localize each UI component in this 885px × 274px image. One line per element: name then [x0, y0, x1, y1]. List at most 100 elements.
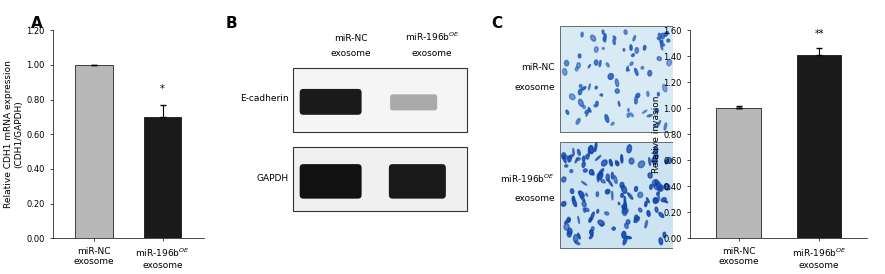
Ellipse shape: [582, 105, 585, 109]
Text: miR-196b$^{OE}$: miR-196b$^{OE}$: [404, 31, 459, 43]
Bar: [717, 108, 761, 238]
Ellipse shape: [623, 208, 628, 213]
FancyBboxPatch shape: [300, 164, 362, 199]
FancyBboxPatch shape: [300, 89, 362, 115]
Ellipse shape: [648, 70, 651, 76]
Ellipse shape: [662, 44, 665, 46]
Ellipse shape: [569, 94, 575, 100]
Ellipse shape: [590, 212, 594, 221]
Ellipse shape: [578, 233, 581, 239]
Ellipse shape: [612, 191, 613, 200]
Ellipse shape: [619, 202, 620, 205]
Ellipse shape: [565, 60, 569, 66]
Ellipse shape: [573, 148, 574, 155]
Ellipse shape: [612, 227, 615, 230]
FancyBboxPatch shape: [560, 26, 673, 132]
Ellipse shape: [608, 179, 612, 186]
Ellipse shape: [646, 198, 650, 203]
Ellipse shape: [654, 124, 656, 127]
Ellipse shape: [664, 123, 666, 130]
Ellipse shape: [653, 198, 658, 204]
Ellipse shape: [627, 145, 632, 153]
Ellipse shape: [658, 57, 661, 61]
Ellipse shape: [586, 193, 588, 196]
Ellipse shape: [664, 32, 668, 36]
Ellipse shape: [627, 220, 630, 224]
Ellipse shape: [658, 185, 663, 191]
Ellipse shape: [598, 169, 604, 175]
Ellipse shape: [657, 121, 660, 127]
Ellipse shape: [596, 156, 601, 160]
Ellipse shape: [597, 172, 603, 179]
Ellipse shape: [624, 201, 627, 209]
Ellipse shape: [597, 174, 599, 182]
Ellipse shape: [624, 30, 627, 34]
Ellipse shape: [644, 201, 647, 207]
Ellipse shape: [615, 162, 619, 166]
Ellipse shape: [614, 176, 617, 184]
Ellipse shape: [563, 156, 566, 163]
Y-axis label: Relative CDH1 mRNA expression
(CDH1/GAPDH): Relative CDH1 mRNA expression (CDH1/GAPD…: [4, 60, 24, 208]
Text: C: C: [491, 16, 503, 32]
Ellipse shape: [620, 155, 623, 163]
Ellipse shape: [620, 182, 624, 188]
Ellipse shape: [579, 54, 581, 58]
Ellipse shape: [595, 86, 597, 89]
Ellipse shape: [654, 147, 658, 152]
Ellipse shape: [660, 40, 662, 45]
Ellipse shape: [622, 231, 626, 238]
Ellipse shape: [635, 93, 640, 98]
Ellipse shape: [666, 59, 672, 66]
Ellipse shape: [635, 68, 638, 75]
Ellipse shape: [585, 110, 589, 113]
Ellipse shape: [661, 33, 665, 39]
Ellipse shape: [643, 45, 646, 50]
Ellipse shape: [633, 36, 635, 41]
Text: E-cadherin: E-cadherin: [240, 94, 289, 103]
Ellipse shape: [623, 236, 627, 245]
Ellipse shape: [613, 36, 616, 39]
Ellipse shape: [647, 115, 652, 117]
Ellipse shape: [567, 156, 571, 162]
FancyBboxPatch shape: [294, 147, 467, 211]
Ellipse shape: [575, 67, 578, 71]
FancyBboxPatch shape: [390, 94, 437, 110]
Text: exosome: exosome: [514, 83, 555, 92]
Ellipse shape: [570, 155, 573, 158]
Ellipse shape: [653, 198, 658, 203]
Ellipse shape: [663, 200, 667, 203]
Ellipse shape: [654, 153, 658, 159]
Ellipse shape: [661, 198, 666, 202]
Ellipse shape: [655, 179, 658, 185]
Ellipse shape: [606, 174, 609, 181]
Ellipse shape: [666, 160, 667, 164]
Ellipse shape: [624, 196, 626, 203]
Ellipse shape: [595, 60, 598, 65]
Text: A: A: [31, 16, 42, 32]
Ellipse shape: [595, 47, 598, 52]
Ellipse shape: [655, 207, 658, 212]
Ellipse shape: [632, 54, 635, 56]
Ellipse shape: [566, 110, 569, 114]
Ellipse shape: [605, 115, 609, 122]
Ellipse shape: [578, 216, 580, 223]
Ellipse shape: [564, 224, 569, 230]
Ellipse shape: [589, 235, 593, 239]
Ellipse shape: [563, 68, 567, 75]
Ellipse shape: [623, 48, 625, 51]
Ellipse shape: [621, 185, 627, 193]
Ellipse shape: [652, 180, 657, 186]
Ellipse shape: [565, 165, 568, 167]
Ellipse shape: [581, 32, 583, 37]
Ellipse shape: [627, 193, 633, 199]
Ellipse shape: [596, 101, 598, 107]
Ellipse shape: [622, 206, 625, 209]
Ellipse shape: [649, 158, 650, 165]
Ellipse shape: [592, 172, 594, 175]
Ellipse shape: [612, 172, 613, 179]
Ellipse shape: [630, 62, 633, 65]
Ellipse shape: [567, 231, 571, 237]
Ellipse shape: [589, 230, 593, 235]
Ellipse shape: [627, 109, 629, 112]
Ellipse shape: [596, 209, 599, 213]
